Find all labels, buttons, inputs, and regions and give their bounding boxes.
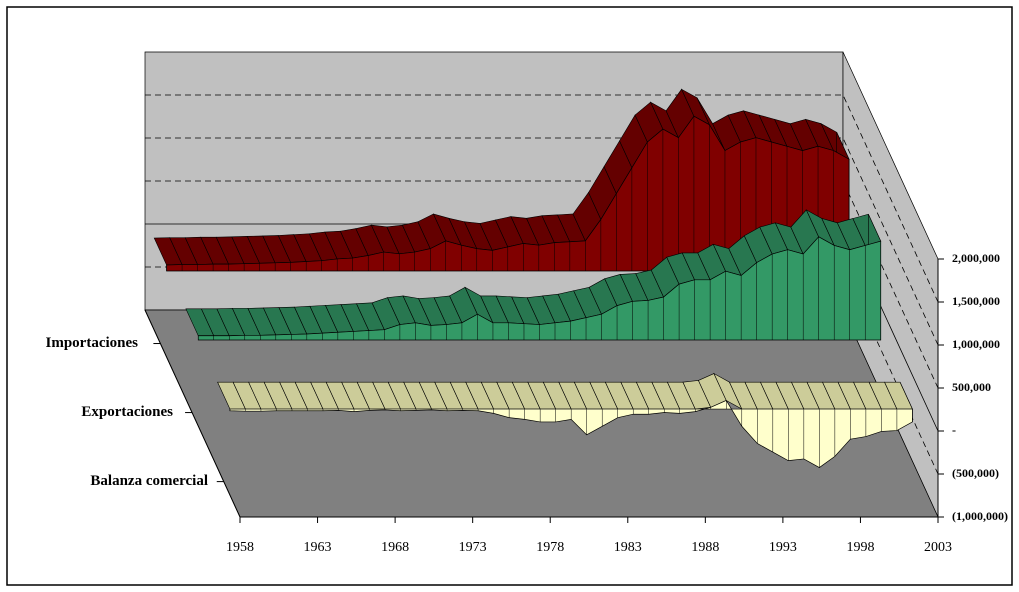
x-tick-label: 1998 <box>846 540 874 555</box>
x-tick-label: 1983 <box>614 540 642 555</box>
y-tick-label: 1,500,000 <box>952 294 1000 308</box>
x-tick-label: 1963 <box>304 540 332 555</box>
x-tick-label: 1988 <box>691 540 719 555</box>
series-label: Exportaciones <box>81 404 173 420</box>
y-tick-label: 2,000,000 <box>952 251 1000 265</box>
y-tick-label: - <box>952 423 956 437</box>
y-tick-label: 500,000 <box>952 380 991 394</box>
depth-axis <box>144 309 241 518</box>
y-tick-label: (1,000,000) <box>952 509 1008 523</box>
grid-line <box>145 94 939 303</box>
x-tick-label: 1968 <box>381 540 409 555</box>
y-tick-label: (500,000) <box>952 466 999 480</box>
x-tick-label: 1973 <box>459 540 487 555</box>
grid-line <box>145 180 939 389</box>
series-label: Importaciones <box>46 335 139 351</box>
x-tick-label: 1958 <box>226 540 254 555</box>
grid-line <box>145 137 939 346</box>
end-cap <box>899 382 913 410</box>
y-tick-label: 1,000,000 <box>952 337 1000 351</box>
x-tick-label: 1978 <box>536 540 564 555</box>
x-tick-label: 2003 <box>924 540 952 555</box>
x-tick-label: 1993 <box>769 540 797 555</box>
series-label: Balanza comercial <box>90 473 208 489</box>
